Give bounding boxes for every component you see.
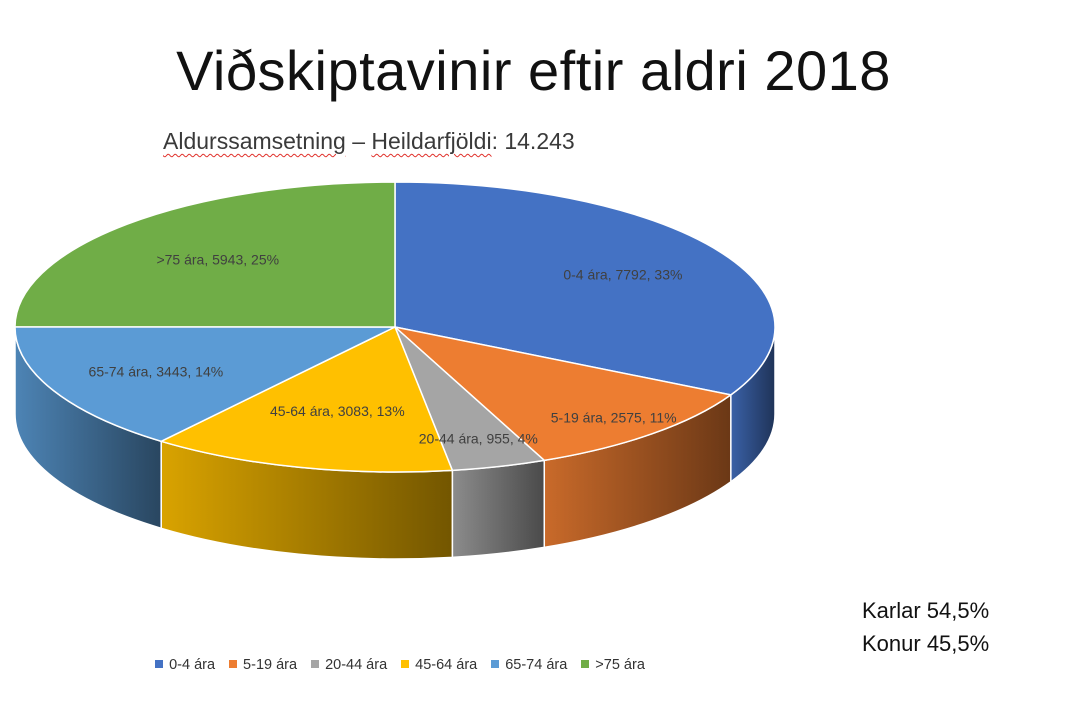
legend-item-0-4-ra: 0-4 ára — [155, 657, 215, 673]
note-konur: Konur 45,5% — [862, 631, 990, 656]
subtitle-total: : 14.243 — [491, 128, 575, 154]
legend-swatch — [581, 660, 590, 669]
pie-slices — [14, 181, 776, 473]
legend-item-75-ra: >75 ára — [581, 657, 645, 673]
subtitle-word-aldurssamsetning: Aldurssamsetning — [163, 128, 346, 154]
slice-5-19-ra[interactable] — [392, 325, 733, 462]
subtitle-dash: – — [345, 128, 372, 154]
legend-item-20-44-ra: 20-44 ára — [311, 657, 387, 673]
legend-swatch — [401, 660, 410, 669]
legend-label: 65-74 ára — [505, 657, 568, 673]
subtitle-word-heildarfjoldi: Heildarfjöldi — [371, 128, 492, 154]
note-karlar: Karlar 54,5% — [862, 598, 990, 623]
data-labels: 0-4 ára, 7792, 33% 5-19 ára, 2575, 11% 20-… — [89, 251, 683, 446]
legend-swatch — [491, 660, 500, 669]
legend-item-5-19-ra: 5-19 ára — [229, 657, 297, 673]
legend-label: 0-4 ára — [169, 657, 216, 673]
label-5-19-ra: 5-19 ára, 2575, 11% — [551, 410, 677, 426]
legend-swatch — [311, 660, 320, 669]
legend-swatch — [155, 660, 164, 669]
chart-subtitle: Aldurssamsetning – Heildarfjöldi: 14.243 — [163, 128, 575, 155]
slice-65-74-ra[interactable] — [14, 326, 396, 443]
label-20-44-ra: 20-44 ára, 955, 4% — [419, 431, 538, 447]
label-45-64-ra: 45-64 ára, 3083, 13% — [270, 403, 405, 419]
legend-label: >75 ára — [595, 657, 645, 673]
legend-item-45-64-ra: 45-64 ára — [401, 657, 477, 673]
legend-label: 20-44 ára — [325, 657, 388, 673]
legend-item-65-74-ra: 65-74 ára — [491, 657, 567, 673]
slice-75-ra[interactable] — [14, 181, 396, 328]
chart-title: Viðskiptavinir eftir aldri 2018 — [176, 39, 891, 102]
pie-side-walls — [14, 326, 776, 560]
legend-label: 5-19 ára — [243, 657, 298, 673]
legend-label: 45-64 ára — [415, 657, 478, 673]
label-65-74-ra: 65-74 ára, 3443, 14% — [89, 363, 224, 379]
label-0-4-ra: 0-4 ára, 7792, 33% — [563, 267, 682, 283]
chart-legend: 0-4 ára 5-19 ára 20-44 ára 45-64 ára 65-74 á… — [0, 657, 800, 673]
legend-swatch — [229, 660, 238, 669]
slice-45-64-ra[interactable] — [159, 325, 454, 473]
label-75-ra: >75 ára, 5943, 25% — [156, 251, 279, 267]
slice-0-4-ra[interactable] — [394, 181, 776, 396]
side-20-44-ra — [451, 459, 546, 559]
